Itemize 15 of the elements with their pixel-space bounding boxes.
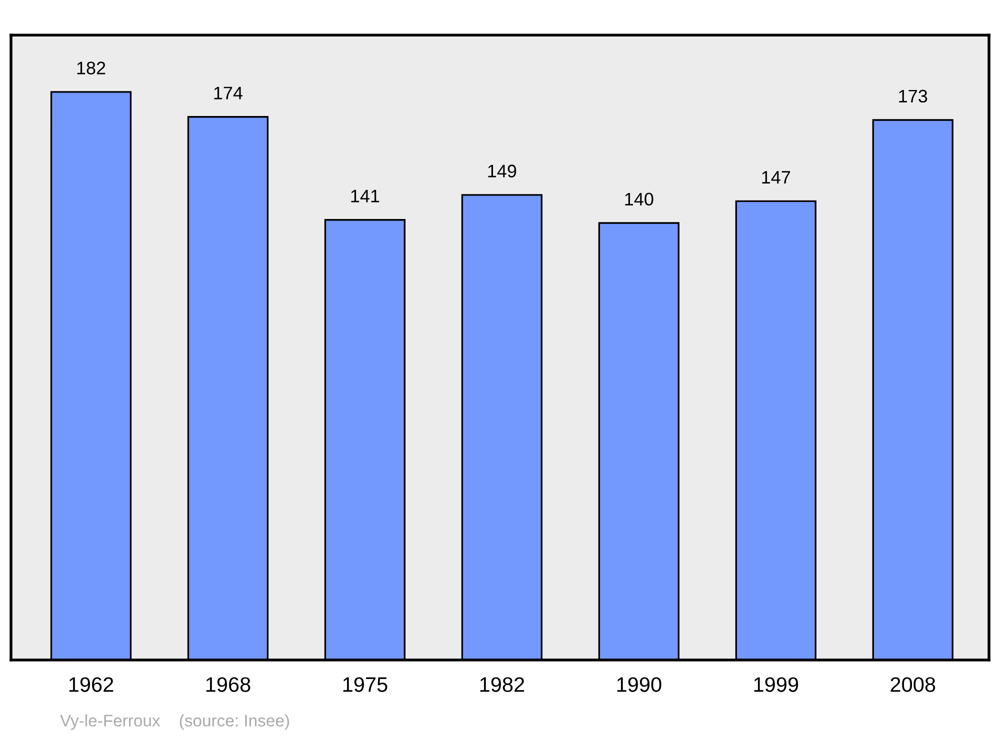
data-label: 141 xyxy=(351,190,380,202)
x-tick-label: 1962 xyxy=(69,677,114,692)
x-tick-label: 1982 xyxy=(480,677,524,692)
x-tick-label: 1975 xyxy=(343,677,388,692)
text: Vy-le-Ferroux (source: Insee) xyxy=(60,714,289,730)
data-label: 182 xyxy=(77,62,106,74)
x-tick-label: 1990 xyxy=(617,677,662,692)
data-label: 140 xyxy=(625,192,654,206)
data-label: 149 xyxy=(488,164,516,178)
data-label: 174 xyxy=(214,86,243,100)
x-tick-label: 1968 xyxy=(206,677,250,692)
x-tick-label: 1999 xyxy=(754,677,798,692)
data-label: 173 xyxy=(899,90,928,103)
data-label: 147 xyxy=(762,171,790,184)
x-tick-label: 2008 xyxy=(890,677,936,692)
